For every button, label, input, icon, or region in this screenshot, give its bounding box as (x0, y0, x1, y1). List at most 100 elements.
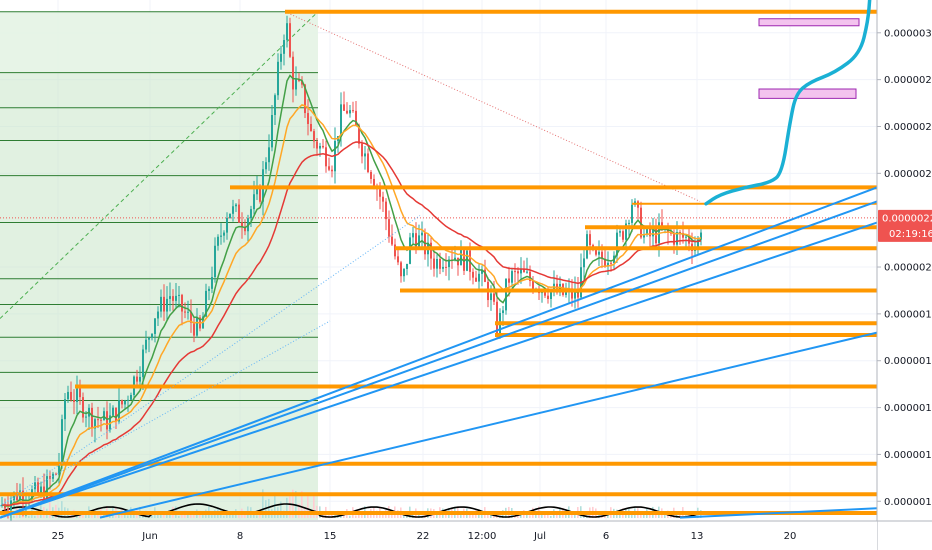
candle-body (604, 258, 606, 266)
volume-bar (13, 515, 15, 518)
time-tick-label: 22 (417, 531, 430, 542)
candle-body (187, 311, 189, 313)
volume-bar (289, 496, 291, 518)
volume-bar (166, 512, 168, 518)
candle-body (109, 415, 111, 430)
volume-bar (412, 513, 414, 518)
ascending-trendline[interactable] (0, 221, 878, 519)
candle-body (13, 492, 15, 501)
candle-body (124, 400, 126, 405)
candle-body (445, 266, 447, 268)
candle-body (292, 56, 294, 90)
ascending-trendline[interactable] (679, 507, 878, 519)
candle-body (631, 204, 633, 223)
price-axis[interactable]: 0.00000300 0.00000280 0.00000260 0.00000240… (876, 0, 932, 550)
time-tick-label: 15 (324, 531, 337, 542)
candle-body (325, 147, 327, 167)
candle-body (310, 123, 312, 132)
candle-body (517, 271, 519, 274)
volume-bar (307, 493, 309, 518)
candle-body (619, 231, 621, 233)
candle-body (382, 196, 384, 202)
candle-body (4, 504, 6, 509)
candle-body (352, 110, 354, 112)
candle-body (436, 258, 438, 269)
candle-body (289, 23, 291, 57)
candle-body (277, 61, 279, 96)
candle-body (391, 236, 393, 245)
candle-body (238, 204, 240, 223)
dotted-trendline[interactable] (0, 320, 331, 507)
candle-body (571, 288, 573, 299)
candle-body (478, 273, 480, 282)
volume-bar (238, 514, 240, 518)
ascending-trendline[interactable] (0, 200, 878, 519)
candle-body (175, 295, 177, 301)
candle-body (193, 322, 195, 336)
fib-diagonal[interactable] (0, 11, 319, 319)
candle-body (85, 416, 87, 418)
candle-body (349, 110, 351, 114)
target-zone[interactable] (758, 18, 860, 27)
volume-bar (619, 513, 621, 518)
volume-bar (157, 513, 159, 518)
volume-bar (223, 515, 225, 518)
candle-body (481, 269, 483, 274)
target-zones[interactable] (758, 18, 860, 99)
volume-bar (535, 513, 537, 518)
price-tick-label: 0.00000240 (884, 169, 932, 180)
price-tick-label: 0.00000280 (884, 75, 932, 86)
ascending-trendline[interactable] (0, 186, 878, 519)
candle-body (682, 232, 684, 238)
ascending-trendline[interactable] (99, 331, 878, 519)
candle-body (271, 115, 273, 148)
volume-bar (541, 514, 543, 518)
candle-body (421, 232, 423, 236)
candle-body (115, 407, 117, 422)
dotted-downtrend-line[interactable] (284, 11, 701, 202)
time-axis[interactable]: 25 Jun 8 15 22 12:00 Jul 6 13 20 (0, 520, 932, 550)
candle-body (463, 249, 465, 271)
candle-body (157, 311, 159, 319)
candle-body (286, 23, 288, 41)
price-tick-label: 0.00000260 (884, 122, 932, 133)
volume-bar (550, 515, 552, 518)
candle-body (406, 263, 408, 269)
volume-bar (520, 514, 522, 518)
dotted-trendline[interactable] (0, 215, 421, 507)
horizontal-levels[interactable] (0, 9, 877, 515)
trendlines[interactable] (0, 186, 878, 519)
volume-bar (643, 512, 645, 518)
candle-body (97, 419, 99, 421)
candle-body (148, 337, 150, 340)
target-zone[interactable] (758, 88, 857, 99)
volume-bar (649, 513, 651, 518)
projection-path[interactable] (704, 0, 872, 206)
candle-body (643, 234, 645, 238)
candle-body (268, 147, 270, 163)
fibonacci-retracement[interactable] (0, 11, 877, 521)
volume-bar (28, 515, 30, 518)
candle-body (172, 296, 174, 301)
candle-body (163, 296, 165, 312)
candle-body (217, 236, 219, 246)
candle-body (166, 298, 168, 312)
candle-body (91, 407, 93, 429)
volume-bar (547, 513, 549, 518)
volume-bar (469, 513, 471, 518)
candle-body (385, 201, 387, 220)
volume-bar (118, 514, 120, 518)
volume-bar (79, 515, 81, 518)
projection-curve[interactable] (704, 0, 872, 206)
candle-body (214, 245, 216, 278)
price-tick-label: 0.00000160 (884, 356, 932, 367)
volume-bar (445, 513, 447, 518)
candle-body (70, 391, 72, 400)
candle-body (331, 169, 333, 172)
candle-body (100, 419, 102, 421)
candle-body (418, 235, 420, 248)
candle-body (361, 143, 363, 157)
volume-bar (268, 498, 270, 518)
candle-body (34, 482, 36, 490)
